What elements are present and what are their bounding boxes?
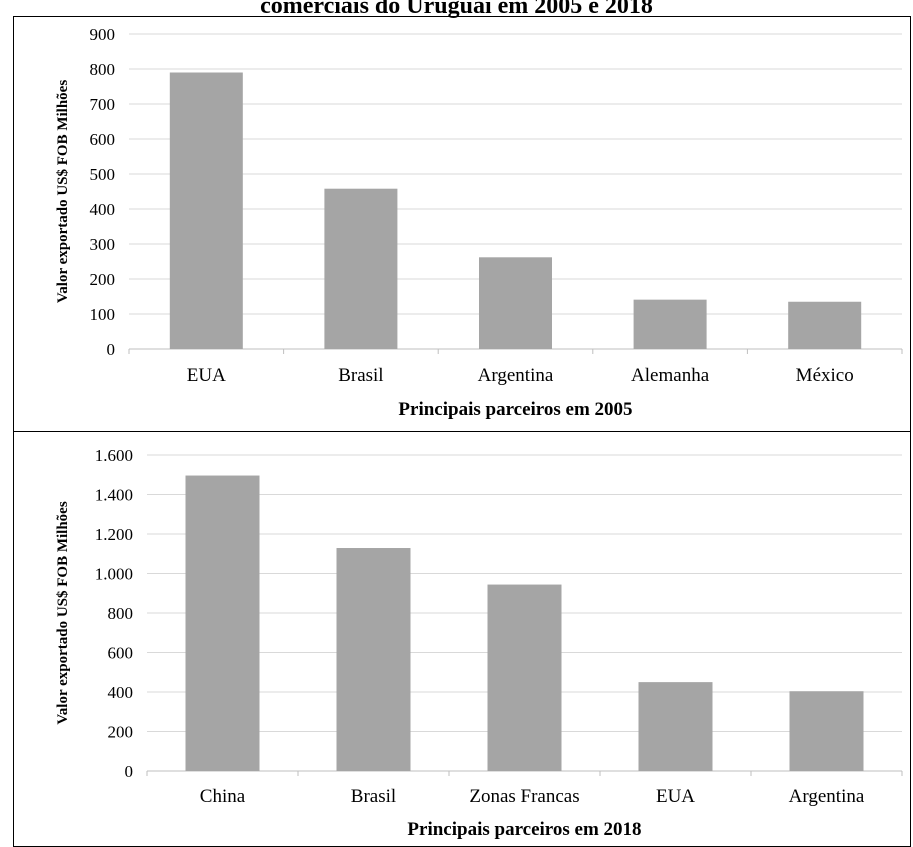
y-tick-label: 400 [90, 200, 116, 219]
x-tick-label: Argentina [789, 786, 865, 807]
y-tick-label: 600 [108, 644, 134, 663]
x-tick-label: Alemanha [631, 365, 710, 386]
y-tick-label: 400 [108, 683, 134, 702]
bar [638, 682, 713, 771]
bar [169, 72, 243, 349]
x-tick-label: China [200, 786, 246, 807]
y-tick-label: 200 [108, 723, 134, 742]
page-title: comerciais do Uruguai em 2005 e 2018 [260, 0, 653, 19]
y-tick-label: 1.000 [95, 565, 133, 584]
chart-panel-2018: 0 200 400 600 800 1.000 1.200 1.400 1.600 China Br… [13, 431, 911, 847]
bar [487, 584, 562, 771]
x-axis-title: Principais parceiros em 2018 [407, 819, 641, 840]
bar [324, 188, 398, 349]
bar [788, 301, 862, 349]
x-tick-label: EUA [656, 786, 695, 807]
bar-chart-2018: 0 200 400 600 800 1.000 1.200 1.400 1.600 China Br… [55, 446, 903, 840]
y-tick-label: 800 [90, 60, 116, 79]
x-axis-title: Principais parceiros em 2005 [398, 399, 632, 420]
x-tick-label: Brasil [338, 365, 383, 386]
y-tick-label: 700 [90, 95, 116, 114]
bar [336, 548, 411, 771]
bar [479, 257, 552, 349]
y-tick-label: 600 [90, 130, 116, 149]
y-tick-label: 1.400 [95, 486, 133, 505]
bar [789, 691, 864, 771]
y-tick-label: 500 [90, 165, 116, 184]
y-tick-label: 1.200 [95, 525, 133, 544]
bar [633, 299, 707, 349]
x-tick-label: Brasil [351, 786, 396, 807]
y-tick-label: 0 [125, 762, 134, 781]
y-tick-label: 800 [108, 604, 134, 623]
chart-panel-2005: 0 100 200 300 400 500 600 700 800 900 EUA Brasil Arg… [13, 16, 911, 432]
y-tick-label: 200 [90, 270, 116, 289]
x-tick-label: México [796, 365, 854, 386]
y-axis-title: Valor exportado US$ FOB Milhões [55, 501, 71, 725]
x-tick-label: Argentina [478, 365, 554, 386]
y-tick-label: 1.600 [95, 446, 133, 465]
x-tick-label: Zonas Francas [469, 786, 579, 807]
bar-chart-2005: 0 100 200 300 400 500 600 700 800 900 EUA Brasil Arg… [55, 25, 903, 420]
y-tick-label: 900 [90, 25, 116, 44]
x-tick-label: EUA [187, 365, 226, 386]
bar [185, 475, 260, 771]
y-tick-label: 100 [90, 305, 116, 324]
y-tick-label: 0 [107, 340, 116, 359]
y-axis-title: Valor exportado US$ FOB Milhões [55, 80, 71, 304]
y-tick-label: 300 [90, 235, 116, 254]
